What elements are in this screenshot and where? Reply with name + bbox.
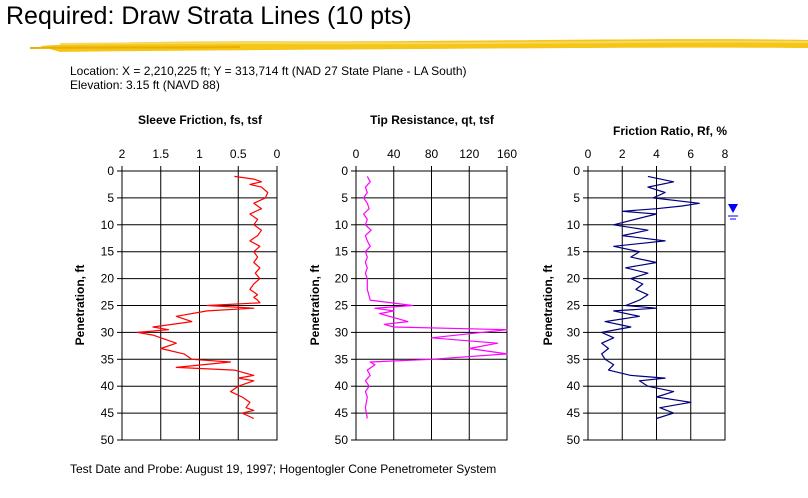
chart-2-ytick-label: 30	[335, 325, 349, 339]
chart-1-ytick-label: 25	[101, 299, 115, 313]
chart-1-ytick-label: 0	[107, 164, 114, 178]
chart-3-ytick-label: 30	[567, 325, 581, 339]
chart-3-ytick-label: 40	[567, 379, 581, 393]
chart-2-ytick-label: 15	[335, 245, 349, 259]
chart-3-ytick-label: 15	[567, 245, 581, 259]
chart-3-ytick-label: 25	[567, 299, 581, 313]
chart-3-ytick-label: 45	[567, 406, 581, 420]
chart-3-xtick-label: 0	[585, 147, 592, 161]
chart-3-xtick-label: 6	[687, 147, 694, 161]
chart-2-ylabel: Penetration, ft	[308, 265, 322, 346]
chart-2-xtick-label: 40	[387, 147, 401, 161]
chart-1-xtick-label: 0.5	[230, 147, 247, 161]
chart-3-xtick-label: 2	[619, 147, 626, 161]
chart-3-series-line	[601, 175, 700, 420]
chart-2-ytick-label: 25	[335, 299, 349, 313]
chart-1-title: Sleeve Friction, fs, tsf	[138, 113, 263, 127]
chart-2-xtick-label: 80	[425, 147, 439, 161]
chart-1-ytick-label: 5	[107, 191, 114, 205]
chart-3-ytick-label: 5	[573, 191, 580, 205]
chart-2-ytick-label: 20	[335, 272, 349, 286]
chart-1-ytick-label: 20	[101, 272, 115, 286]
chart-2-xtick-label: 0	[353, 147, 360, 161]
chart-1-series-line	[136, 175, 269, 420]
chart-2-xtick-label: 160	[497, 147, 517, 161]
chart-3-ytick-label: 35	[567, 352, 581, 366]
chart-2-series-line	[363, 176, 508, 419]
chart-3-xtick-label: 8	[722, 147, 729, 161]
chart-2-ytick-label: 5	[341, 191, 348, 205]
water-table-icon	[728, 204, 738, 213]
chart-1-ytick-label: 15	[101, 245, 115, 259]
location-text: Location: X = 2,210,225 ft; Y = 313,714 …	[70, 64, 467, 78]
chart-1-xtick-label: 1.5	[152, 147, 169, 161]
chart-3-xtick-label: 4	[653, 147, 660, 161]
chart-2-ytick-label: 45	[335, 406, 349, 420]
chart-2-ytick-label: 0	[341, 164, 348, 178]
chart-1-xtick-label: 0	[274, 147, 281, 161]
chart-1-ytick-label: 30	[101, 325, 115, 339]
chart-2-ytick-label: 10	[335, 218, 349, 232]
chart-1-ytick-label: 45	[101, 406, 115, 420]
slide-title: Required: Draw Strata Lines (10 pts)	[6, 2, 412, 30]
chart-2-ytick-label: 50	[335, 433, 349, 447]
chart-2-xtick-label: 120	[459, 147, 479, 161]
chart-1-ytick-label: 35	[101, 352, 115, 366]
highlighter-stroke	[29, 39, 808, 52]
elevation-text: Elevation: 3.15 ft (NAVD 88)	[70, 78, 220, 92]
chart-3-ytick-label: 10	[567, 218, 581, 232]
chart-3-ylabel: Penetration, ft	[541, 265, 555, 346]
chart-3-ytick-label: 0	[573, 164, 580, 178]
chart-3-title: Friction Ratio, Rf, %	[613, 124, 727, 138]
chart-1-ytick-label: 10	[101, 218, 115, 232]
chart-2-ytick-label: 40	[335, 379, 349, 393]
chart-2-ytick-label: 35	[335, 352, 349, 366]
chart-1-ytick-label: 40	[101, 379, 115, 393]
chart-1-xtick-label: 1	[196, 147, 203, 161]
chart-1-ylabel: Penetration, ft	[73, 265, 87, 346]
footer-text: Test Date and Probe: August 19, 1997; Ho…	[70, 462, 497, 476]
chart-1-xtick-label: 2	[119, 147, 126, 161]
chart-1-ytick-label: 50	[101, 433, 115, 447]
chart-3-ytick-label: 20	[567, 272, 581, 286]
chart-3-ytick-label: 50	[567, 433, 581, 447]
chart-2-title: Tip Resistance, qt, tsf	[370, 113, 495, 127]
